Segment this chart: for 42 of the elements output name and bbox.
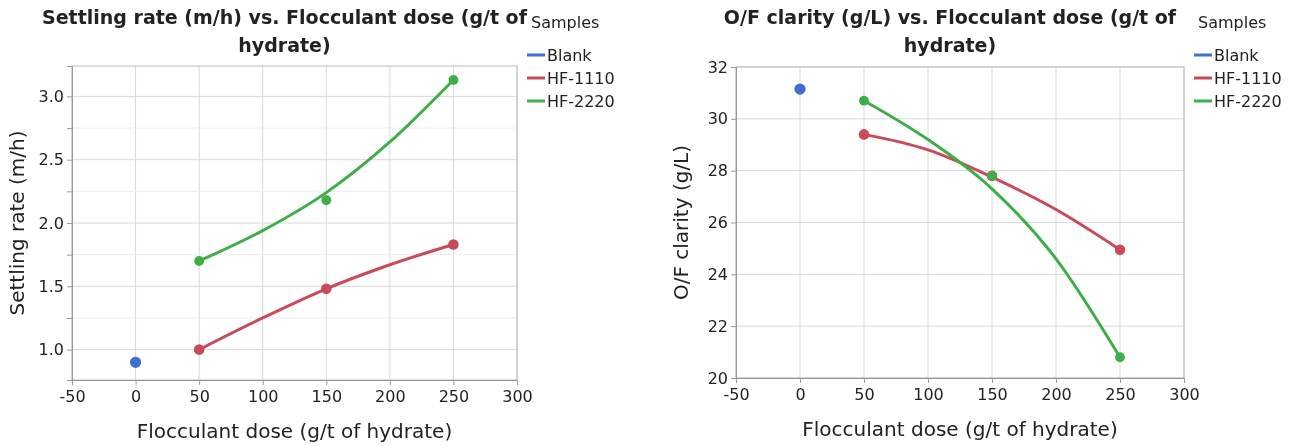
x-axis-title: Flocculant dose (g/t of hydrate) bbox=[802, 417, 1118, 441]
y-tick-label: 2.5 bbox=[38, 150, 64, 170]
x-tick-label: 250 bbox=[438, 387, 470, 407]
legend-label: HF-2220 bbox=[547, 92, 615, 111]
x-tick-label: 100 bbox=[247, 387, 279, 407]
x-tick-label: -50 bbox=[59, 387, 86, 407]
legend-title: Samples bbox=[1198, 13, 1267, 32]
x-tick-label: 250 bbox=[1105, 385, 1136, 405]
y-tick-label: 28 bbox=[707, 161, 728, 181]
y-tick-label: 1.5 bbox=[38, 276, 64, 296]
y-tick-label: 20 bbox=[707, 368, 728, 388]
legend-label: Blank bbox=[547, 46, 593, 65]
y-tick-label: 22 bbox=[707, 316, 728, 336]
x-axis-title: Flocculant dose (g/t of hydrate) bbox=[136, 419, 453, 443]
x-tick-label: -50 bbox=[723, 385, 750, 405]
chart-title: Settling rate (m/h) vs. Flocculant dose (g/t of hydrate) bbox=[42, 6, 528, 56]
legend-label: HF-1110 bbox=[547, 69, 615, 88]
y-tick-label: 32 bbox=[707, 57, 728, 77]
y-tick-label: 30 bbox=[707, 109, 728, 129]
x-tick-label: 200 bbox=[1041, 385, 1072, 405]
x-tick-label: 100 bbox=[913, 385, 944, 405]
y-tick-label: 3.0 bbox=[38, 87, 64, 107]
x-tick-label: 50 bbox=[189, 387, 210, 407]
x-tick-label: 300 bbox=[502, 387, 533, 407]
x-tick-label: 200 bbox=[375, 387, 406, 407]
legend-label: Blank bbox=[1214, 46, 1260, 65]
y-axis-title: Settling rate (m/h) bbox=[5, 130, 29, 316]
legend-title: Samples bbox=[531, 13, 600, 32]
y-tick-label: 1.0 bbox=[38, 340, 64, 360]
x-tick-label: 150 bbox=[311, 387, 343, 407]
legend-label: HF-1110 bbox=[1214, 69, 1282, 88]
y-tick-label: 2.0 bbox=[38, 213, 64, 233]
y-axis-title: O/F clarity (g/L) bbox=[669, 144, 693, 301]
legend-label: HF-2220 bbox=[1214, 92, 1282, 111]
x-tick-label: 300 bbox=[1169, 385, 1200, 405]
y-tick-label: 26 bbox=[707, 213, 728, 233]
x-tick-label: 150 bbox=[977, 385, 1008, 405]
y-tick-label: 24 bbox=[707, 264, 728, 284]
chart-title: O/F clarity (g/L) vs. Flocculant dose (g/t of hydrate) bbox=[723, 6, 1177, 56]
x-tick-label: 0 bbox=[130, 387, 142, 407]
x-tick-label: 0 bbox=[795, 385, 806, 405]
x-tick-label: 50 bbox=[854, 385, 875, 405]
